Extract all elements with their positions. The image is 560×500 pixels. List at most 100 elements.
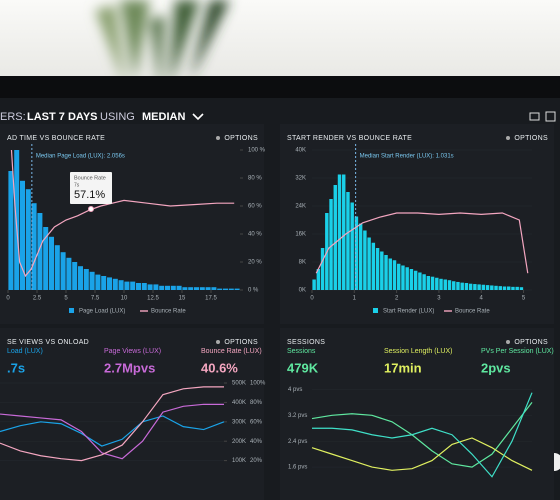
bar <box>511 286 515 290</box>
panel-title: SE VIEWS VS ONLOAD <box>7 339 89 346</box>
y-tick-label: 1.6 pvs <box>288 465 307 471</box>
y2-tick-label: 100% <box>250 381 266 387</box>
bar <box>66 257 72 290</box>
bar <box>477 284 481 290</box>
legend-swatch <box>373 308 378 313</box>
bar <box>397 263 401 290</box>
bar <box>217 288 223 290</box>
line <box>10 149 235 278</box>
legend-label: Bounce Rate <box>151 309 186 315</box>
x-tick-label: 0 <box>310 296 314 302</box>
metric-label: Session Length (LUX) <box>384 348 452 355</box>
bar <box>392 260 397 290</box>
x-tick-label: 1 <box>353 296 357 302</box>
bar <box>141 283 147 290</box>
bar <box>112 278 118 290</box>
tooltip-point <box>88 206 94 212</box>
y-tick-label: 200K <box>232 439 246 445</box>
bar <box>159 285 165 290</box>
bar <box>354 216 359 290</box>
bar <box>136 283 141 290</box>
bar <box>20 180 25 290</box>
x-tick-label: 12.5 <box>147 296 159 302</box>
x-tick-label: 4 <box>480 296 484 302</box>
bar <box>363 230 367 290</box>
bar <box>452 281 456 290</box>
bar <box>176 285 182 290</box>
bar <box>443 279 447 290</box>
y-tick-label: 16K <box>295 232 306 238</box>
bar <box>54 245 60 290</box>
bar <box>384 255 388 290</box>
line <box>0 415 225 447</box>
x-tick-label: 2 <box>395 296 399 302</box>
bar <box>25 189 31 290</box>
background <box>0 0 560 90</box>
metric-value: 2pvs <box>481 360 511 375</box>
options: OPTIONS <box>514 135 548 142</box>
bar <box>223 288 228 290</box>
bar <box>118 280 124 290</box>
bar <box>405 267 409 290</box>
metric-label: PVs Per Session (LUX) <box>481 348 554 355</box>
y-tick-label: 24K <box>295 204 306 210</box>
bar <box>72 262 78 290</box>
bar <box>188 287 194 290</box>
bar <box>107 277 112 290</box>
panel-title: START RENDER VS BOUNCE RATE <box>287 135 412 142</box>
header-part: USING <box>100 111 135 123</box>
x-tick-label: 5 <box>64 296 68 302</box>
y2-tick-label: 0 % <box>248 288 259 294</box>
bar <box>498 286 502 290</box>
panel-title: SESSIONS <box>287 339 325 346</box>
bar <box>49 236 54 290</box>
metric-label: Bounce Rate (LUX) <box>201 348 262 355</box>
x-tick-label: 17.5 <box>205 296 217 302</box>
tooltip-value: 57.1% <box>74 189 105 201</box>
bar <box>447 280 452 290</box>
options: OPTIONS <box>224 135 258 142</box>
options: OPTIONS <box>514 339 548 346</box>
y2-tick-label: 40% <box>250 439 263 445</box>
options-icon <box>216 340 220 344</box>
y-tick-label: 300K <box>232 419 246 425</box>
header-part: MEDIAN <box>142 111 185 123</box>
plant <box>95 0 230 90</box>
bar <box>147 284 153 290</box>
annotation: Median Page Load (LUX): 2.056s <box>36 154 125 160</box>
share-icon[interactable] <box>545 111 556 122</box>
bar <box>435 277 439 290</box>
line <box>0 403 224 460</box>
bar <box>481 284 486 290</box>
x-tick-label: 7.5 <box>91 296 100 302</box>
bar <box>413 270 418 290</box>
y-tick-label: 100K <box>232 458 246 464</box>
bar <box>456 281 460 290</box>
bar <box>409 269 414 290</box>
header-part: ERS: <box>0 111 26 123</box>
bar <box>165 285 170 290</box>
y-tick-label: 2.4 pvs <box>288 439 307 445</box>
bar <box>8 171 14 290</box>
bar <box>426 276 431 290</box>
screen-icon[interactable] <box>529 112 540 121</box>
options: OPTIONS <box>224 339 258 346</box>
bar <box>31 203 37 290</box>
bar <box>507 286 511 290</box>
bar <box>422 274 426 290</box>
bar <box>346 192 350 290</box>
dropdown-icon[interactable] <box>192 113 204 121</box>
y-tick-label: 4 pvs <box>288 387 302 393</box>
metric-label: Sessions <box>287 348 316 355</box>
tooltip <box>70 172 112 204</box>
bar <box>460 282 464 290</box>
bar <box>519 287 524 290</box>
legend-swatch <box>69 308 74 313</box>
tooltip-label: Bounce Rate <box>74 175 106 181</box>
bar <box>329 199 333 290</box>
y2-tick-label: 20% <box>250 458 263 464</box>
y2-tick-label: 100 % <box>248 148 266 154</box>
legend-label: Bounce Rate <box>455 309 490 315</box>
bar <box>37 213 43 290</box>
